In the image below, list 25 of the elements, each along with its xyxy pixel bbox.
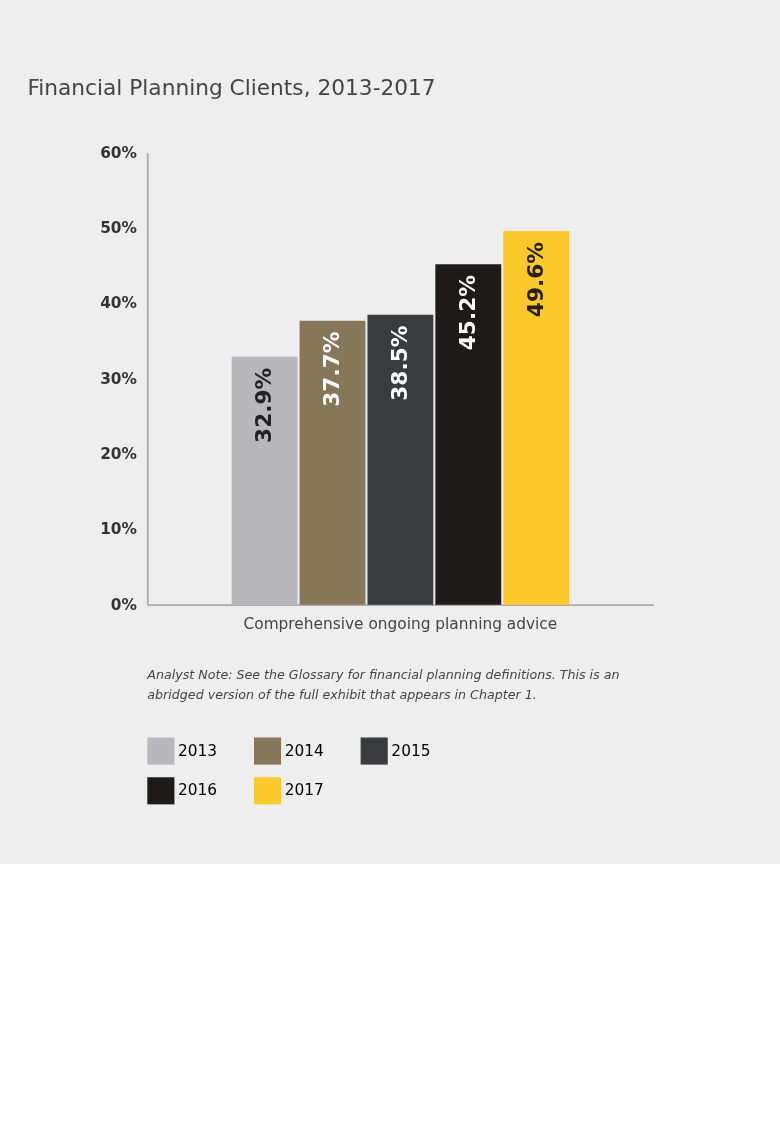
y-tick-label: 20% [100,444,137,463]
x-tick-label: Comprehensive ongoing planning advice [243,615,558,634]
legend-label: 2014 [284,741,324,760]
data-label: 49.6% [522,241,548,318]
data-label: 45.2% [454,274,480,351]
y-tick-label: 50% [100,219,137,238]
bar [435,264,502,605]
legend-label: 2017 [284,781,324,800]
y-tick-label: 0% [110,595,137,614]
legend-label: 2015 [391,741,431,760]
text: Analyst Note: See the Glossary for financial planning definitions. This is an abridged version of the full exhibit that appears in Chapter 1. [146,666,620,702]
legend-label: 2016 [178,781,218,800]
bar [231,356,298,605]
chart-title: Financial Planning Clients, 2013-2017 [27,74,436,100]
legend-label: 2013 [178,741,218,760]
data-label: 37.7% [318,331,344,407]
y-tick-label: 40% [100,294,137,313]
data-label: 38.5% [386,325,412,401]
bar [367,314,434,605]
bar [299,320,366,605]
y-tick-label: 10% [100,520,137,539]
bar [503,231,570,605]
data-label: 32.9% [250,367,276,443]
y-tick-label: 30% [100,369,137,388]
y-tick-label: 60% [100,143,137,162]
